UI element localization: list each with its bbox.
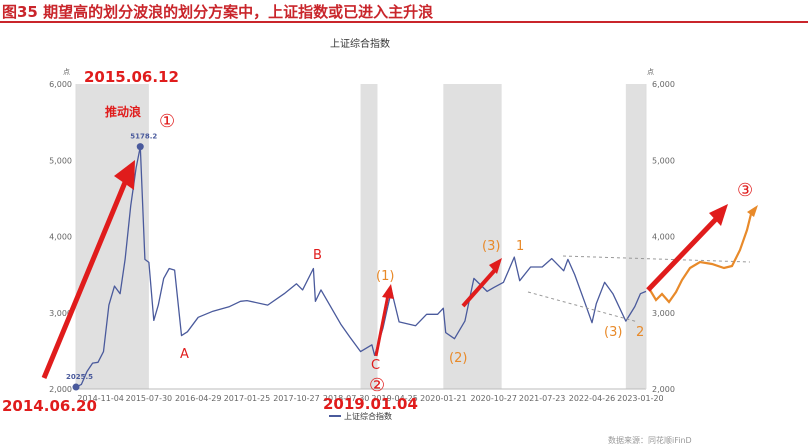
title-rule bbox=[0, 21, 808, 23]
point-marker-0 bbox=[72, 383, 80, 391]
annotation-B: B bbox=[313, 248, 322, 263]
lower-trend-line bbox=[527, 291, 639, 323]
x-tick-5: 2018-07-30 bbox=[323, 394, 370, 403]
point-label-1: 5178.2 bbox=[130, 133, 157, 141]
annotation-2014-06-20: 2014.06.20 bbox=[2, 397, 97, 415]
y-tick-right-4: 6,000 bbox=[652, 80, 675, 89]
x-tick-0: 2014-11-04 bbox=[77, 394, 124, 403]
arrow-main-rise bbox=[646, 216, 719, 292]
arrow-wave-3 bbox=[461, 268, 497, 308]
arrow-impulse-head bbox=[114, 160, 135, 190]
annotation-impulse-wave: 推动浪 bbox=[105, 104, 141, 119]
shaded-period-0 bbox=[76, 84, 149, 389]
shaded-periods bbox=[76, 84, 646, 389]
legend: 上证综合指数 bbox=[329, 411, 392, 421]
x-tick-4: 2017-10-27 bbox=[273, 394, 320, 403]
x-tick-6: 2019-04-25 bbox=[371, 394, 418, 403]
y-tick-left-2: 4,000 bbox=[49, 233, 72, 242]
x-tick-8: 2020-10-27 bbox=[470, 394, 517, 403]
arrow-c-rebound bbox=[374, 294, 390, 357]
y-tick-left-3: 5,000 bbox=[49, 156, 72, 165]
arrow-impulse bbox=[41, 179, 129, 379]
annotation-1: 1 bbox=[516, 239, 524, 254]
annotation-circle-2: ② bbox=[369, 375, 385, 396]
shaded-period-2 bbox=[443, 84, 502, 389]
axes bbox=[75, 84, 647, 390]
red-arrows bbox=[41, 160, 728, 379]
point-label-0: 2025.5 bbox=[66, 373, 93, 381]
annotation-2: 2 bbox=[636, 325, 644, 340]
legend-label: 上证综合指数 bbox=[344, 411, 392, 421]
y-tick-right-0: 2,000 bbox=[652, 385, 675, 394]
trend-lines bbox=[527, 205, 758, 323]
x-tick-3: 2017-01-25 bbox=[224, 394, 271, 403]
annotation-circle-3: ③ bbox=[737, 180, 753, 201]
annotation-2019-01-04: 2019.01.04 bbox=[323, 395, 418, 413]
series-points: 2025.5 5178.2 bbox=[66, 133, 157, 391]
series-line-sse-composite bbox=[75, 146, 647, 388]
y-tick-right-2: 4,000 bbox=[652, 233, 675, 242]
x-tick-9: 2021-07-23 bbox=[519, 394, 566, 403]
x-tick-7: 2020-01-21 bbox=[420, 394, 467, 403]
shaded-period-3 bbox=[625, 84, 646, 389]
annotation-paren-3-b: (3) bbox=[604, 325, 622, 340]
figure-header: 图35 期望高的划分波浪的划分方案中，上证指数或已进入主升浪 bbox=[0, 0, 808, 24]
shaded-period-1 bbox=[360, 84, 378, 389]
x-axis-labels: 2014-11-04 2015-07-30 2016-04-29 2017-01-25… bbox=[77, 394, 663, 403]
annotation-circle-1: ① bbox=[159, 111, 175, 132]
y-tick-right-1: 3,000 bbox=[652, 309, 675, 318]
figure-title: 图35 期望高的划分波浪的划分方案中，上证指数或已进入主升浪 bbox=[2, 3, 434, 21]
y-unit-right: 点 bbox=[647, 68, 654, 76]
projected-path bbox=[649, 209, 754, 304]
x-tick-1: 2015-07-30 bbox=[126, 394, 173, 403]
projected-path-arrowhead bbox=[747, 205, 758, 217]
annotations: 2015.06.12 推动浪 ① A B C (1) (2) (3) 1 (3)… bbox=[2, 68, 753, 415]
arrow-main-rise-head bbox=[709, 204, 728, 226]
y-tick-right-3: 5,000 bbox=[652, 156, 675, 165]
annotation-2015-06-12: 2015.06.12 bbox=[84, 68, 179, 86]
annotation-paren-2: (2) bbox=[449, 351, 467, 366]
arrow-c-rebound-head bbox=[382, 284, 394, 299]
x-tick-10: 2022-04-26 bbox=[569, 394, 616, 403]
y-unit-left: 点 bbox=[63, 68, 70, 76]
x-tick-11: 2023-01-20 bbox=[617, 394, 664, 403]
y-tick-left-0: 2,000 bbox=[49, 385, 72, 394]
arrow-wave-3-head bbox=[489, 258, 502, 274]
chart-title: 上证综合指数 bbox=[330, 37, 390, 50]
annotation-A: A bbox=[180, 347, 189, 362]
annotation-C: C bbox=[371, 358, 380, 373]
x-tick-2: 2016-04-29 bbox=[175, 394, 222, 403]
y-axis-labels: 2,000 2,000 3,000 3,000 4,000 4,000 5,000 5,000… bbox=[49, 80, 675, 394]
y-tick-left-1: 3,000 bbox=[49, 309, 72, 318]
annotation-paren-3: (3) bbox=[482, 239, 500, 254]
y-tick-left-4: 6,000 bbox=[49, 80, 72, 89]
upper-trend-line bbox=[562, 255, 751, 263]
point-marker-1 bbox=[136, 143, 144, 151]
annotation-paren-1: (1) bbox=[376, 269, 394, 284]
data-source: 数据来源：同花顺iFinD bbox=[608, 435, 692, 445]
